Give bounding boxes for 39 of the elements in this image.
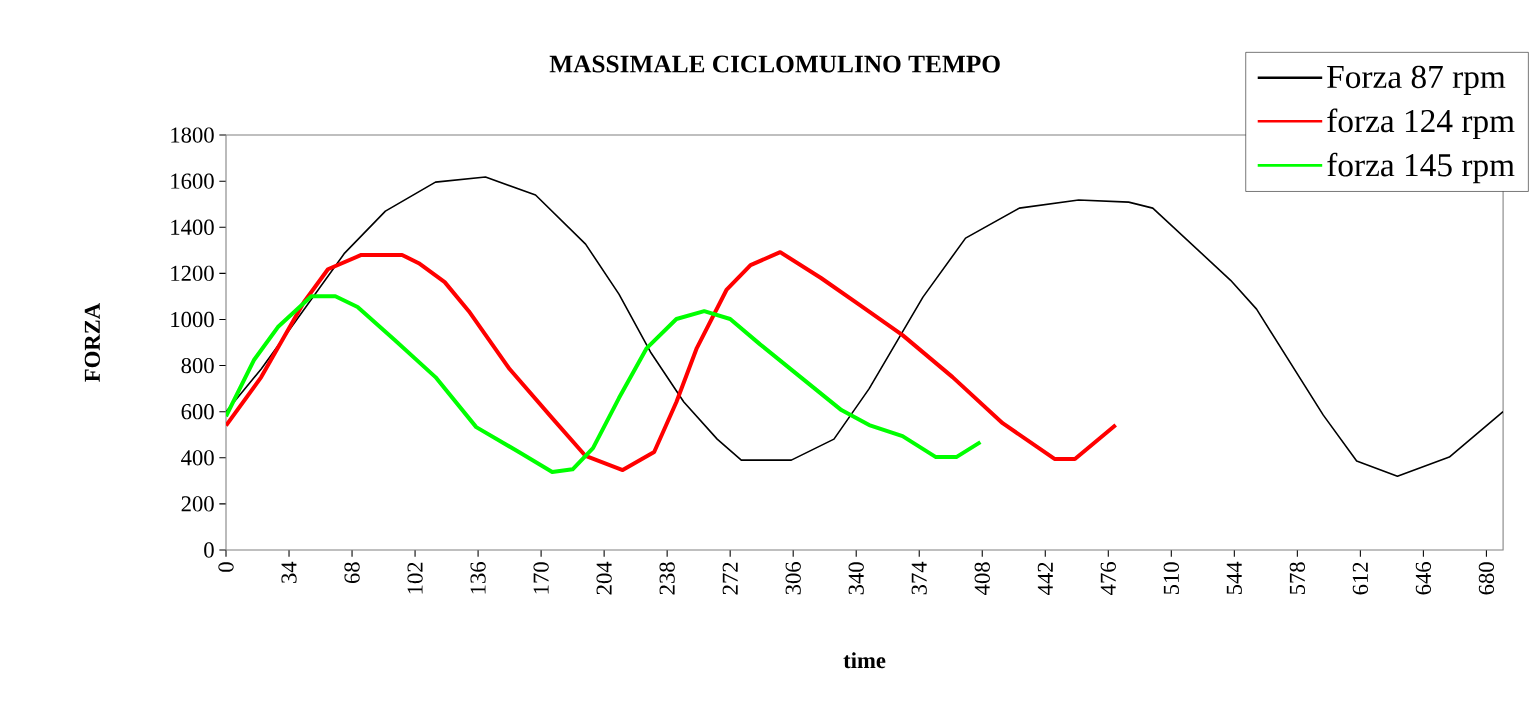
x-tick-label: 476 — [1100, 562, 1116, 595]
x-tick-label: 68 — [344, 562, 360, 584]
y-tick-label: 1200 — [171, 265, 214, 282]
x-tick-label: 204 — [596, 561, 612, 595]
line-series — [226, 294, 983, 475]
x-tick-label: 272 — [722, 562, 738, 595]
x-tick-label: 510 — [1163, 562, 1179, 595]
line-series — [226, 250, 1118, 473]
y-tick-label: 400 — [181, 450, 214, 466]
x-tick-label: 646 — [1415, 562, 1432, 595]
x-tick-label: 34 — [281, 561, 297, 583]
chart-title: MASSIMALE CICLOMULINO TEMPO — [549, 55, 1000, 73]
y-tick-label: 1800 — [171, 127, 214, 143]
x-tick-label: 374 — [911, 561, 927, 595]
x-tick-label: 680 — [1478, 562, 1495, 595]
legend-label: forza 145 rpm — [1327, 152, 1515, 184]
y-tick-label: 800 — [181, 357, 214, 374]
x-tick-label: 544 — [1226, 561, 1242, 595]
legend-label: Forza 87 rpm — [1327, 65, 1506, 95]
legend-label: forza 124 rpm — [1327, 108, 1515, 140]
y-tick-label: 200 — [181, 496, 214, 512]
x-tick-label: 102 — [407, 562, 423, 594]
x-tick-label: 306 — [785, 562, 801, 595]
x-tick-label: 170 — [533, 562, 549, 594]
y-tick-label: 1400 — [171, 219, 214, 235]
y-tick-label: 600 — [181, 404, 214, 420]
x-tick-label: 408 — [974, 562, 990, 595]
x-tick-label: 136 — [470, 562, 486, 594]
x-tick-label: 238 — [659, 562, 675, 595]
y-tick-label: 1000 — [171, 311, 214, 328]
x-tick-label: 578 — [1289, 562, 1305, 595]
x-tick-label: 612 — [1352, 562, 1368, 595]
y-axis-title: FORZA — [84, 303, 100, 382]
x-axis-title: time — [843, 652, 886, 669]
y-tick-label: 1600 — [171, 173, 214, 189]
x-tick-label: 0 — [218, 562, 234, 572]
y-tick-label: 0 — [204, 542, 214, 558]
x-tick-label: 442 — [1037, 562, 1053, 595]
x-tick-label: 340 — [848, 562, 864, 595]
